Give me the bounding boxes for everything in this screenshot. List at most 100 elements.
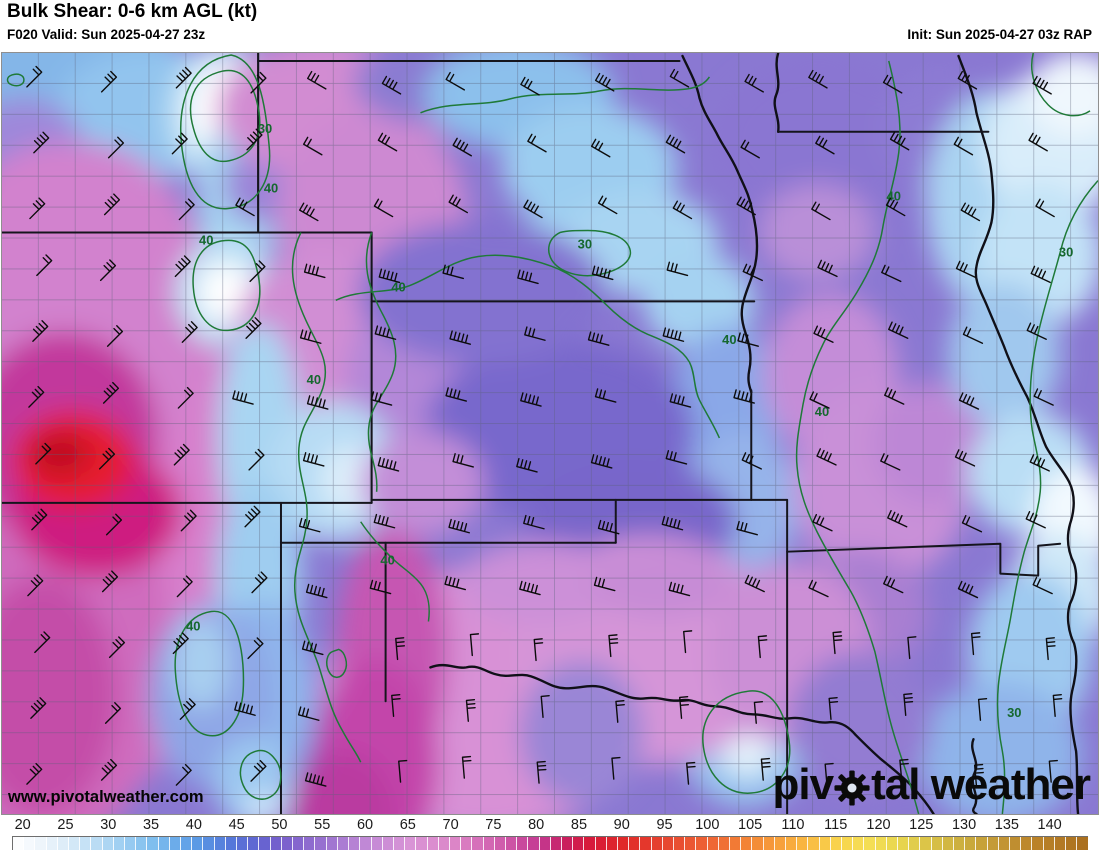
colorbar-cell	[315, 837, 327, 850]
wind-barb	[100, 70, 118, 93]
colorbar-cell	[80, 837, 92, 850]
wind-barb	[36, 254, 53, 277]
geo-borders	[2, 53, 1080, 814]
colorbar-cell	[640, 837, 652, 850]
forecast-map[interactable]: 30 40 40 40 30 40 40 30 40 40 40 30 40	[1, 52, 1099, 815]
contour-line	[6, 73, 25, 87]
colorbar-tick-label: 60	[356, 817, 374, 833]
wind-barb	[666, 261, 689, 277]
wind-barb	[960, 202, 981, 222]
wind-barb	[98, 447, 116, 470]
wind-barb	[234, 701, 256, 716]
colorbar-cell	[920, 837, 932, 850]
wind-barb	[1045, 637, 1056, 661]
wind-barb	[250, 759, 267, 782]
colorbar-cell	[449, 837, 462, 850]
wind-barb	[179, 698, 196, 720]
wind-barb	[235, 197, 255, 217]
wind-barb	[102, 381, 120, 404]
wind-barb	[101, 570, 119, 593]
colorbar-cell	[1054, 837, 1067, 850]
watermark-brand: piv tal weather	[772, 760, 1091, 809]
wind-barb	[679, 696, 689, 719]
brand-text-right: tal weather	[871, 760, 1091, 809]
wind-barb	[958, 392, 980, 410]
wind-barb	[1029, 454, 1050, 472]
wind-barb	[669, 393, 692, 408]
contour-label: 30	[578, 236, 592, 251]
river-line	[681, 54, 759, 394]
page-title: Bulk Shear: 0-6 km AGL (kt)	[7, 1, 258, 22]
wind-barb	[882, 74, 903, 94]
wind-barb	[520, 76, 540, 96]
wind-barb	[520, 392, 542, 407]
wind-barb	[594, 72, 615, 92]
contour-line	[335, 254, 721, 439]
colorbar-cell	[898, 837, 910, 850]
wind-barb	[744, 73, 764, 93]
wind-barb	[753, 700, 764, 724]
wind-barb	[816, 448, 837, 466]
wind-barb	[373, 198, 394, 218]
wind-barb	[760, 757, 771, 781]
colorbar-cell	[57, 837, 70, 850]
colorbar-tick-label: 40	[185, 817, 202, 833]
colorbar-cell	[46, 837, 58, 850]
colorbar-cell	[158, 837, 170, 850]
wind-barb	[661, 515, 684, 531]
wind-barb	[105, 513, 123, 536]
colorbar-cell	[125, 837, 137, 850]
colorbar-cell	[539, 837, 551, 850]
colorbar-cell	[259, 837, 271, 850]
wind-barb	[374, 325, 397, 340]
wind-barb	[103, 193, 121, 216]
colorbar-cell	[595, 837, 607, 850]
wind-barb	[26, 65, 43, 88]
colorbar-cell	[842, 837, 854, 850]
colorbar-tick-label: 30	[100, 817, 117, 833]
wind-barb	[881, 264, 902, 283]
colorbar-cell	[965, 837, 977, 850]
colorbar-cell	[707, 837, 719, 850]
wind-barb	[249, 260, 266, 283]
init-time-label: Init: Sun 2025-04-27 03z RAP	[907, 27, 1092, 42]
wind-barb	[398, 759, 408, 783]
colorbar-cell	[550, 837, 562, 850]
wind-barb	[174, 255, 191, 278]
colorbar-cell	[651, 837, 663, 850]
wind-barb	[672, 200, 693, 220]
wind-barb	[907, 636, 917, 660]
contour-line	[189, 69, 261, 163]
wind-barb	[178, 198, 195, 221]
colorbar-cell	[281, 837, 294, 850]
wind-barb	[813, 325, 834, 343]
wind-barb	[452, 137, 472, 157]
colorbar-tick-label: 100	[695, 817, 720, 833]
colorbar-cell	[685, 837, 697, 850]
wind-barb	[305, 583, 328, 599]
wind-barb	[391, 694, 401, 717]
colorbar-cell	[886, 837, 899, 850]
wind-barb	[611, 756, 621, 780]
wind-barb	[377, 457, 400, 472]
colorbar-cell	[696, 837, 708, 850]
wind-barb	[34, 631, 51, 654]
colorbar-cell	[337, 837, 350, 850]
contour-line	[702, 690, 791, 794]
wind-barb	[880, 453, 901, 471]
wind-barb	[524, 326, 546, 341]
wind-barb	[448, 518, 470, 534]
brand-text-left: piv	[772, 760, 835, 809]
colorbar-cell	[472, 837, 484, 850]
contour-label: 40	[815, 404, 829, 419]
river-line	[957, 54, 1080, 814]
wind-barb	[817, 259, 838, 278]
wind-barb	[808, 69, 828, 89]
contour-label: 30	[1007, 705, 1021, 720]
colorbar-tick-label: 130	[951, 817, 977, 833]
colorbar-cell	[819, 837, 831, 850]
wind-barb	[957, 580, 979, 599]
wind-barb	[29, 197, 46, 220]
contour-label: 30	[1059, 244, 1073, 259]
